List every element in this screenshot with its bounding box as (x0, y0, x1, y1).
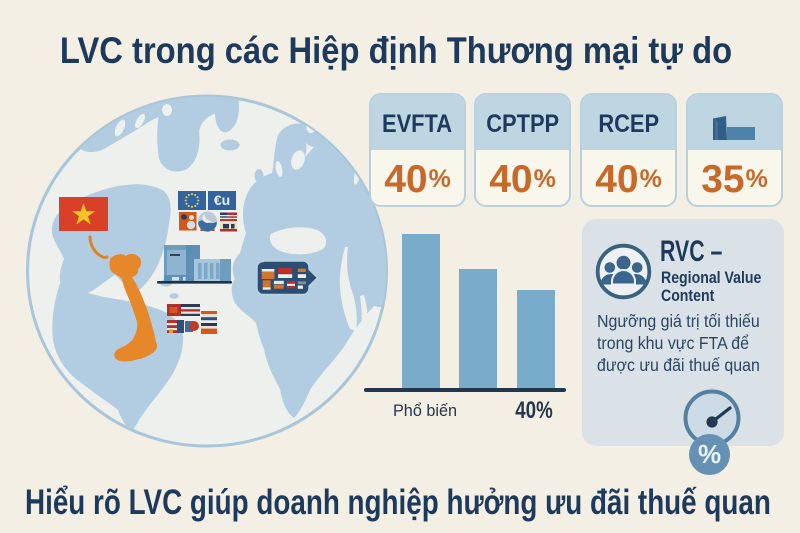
svg-text:€u: €u (214, 192, 230, 208)
